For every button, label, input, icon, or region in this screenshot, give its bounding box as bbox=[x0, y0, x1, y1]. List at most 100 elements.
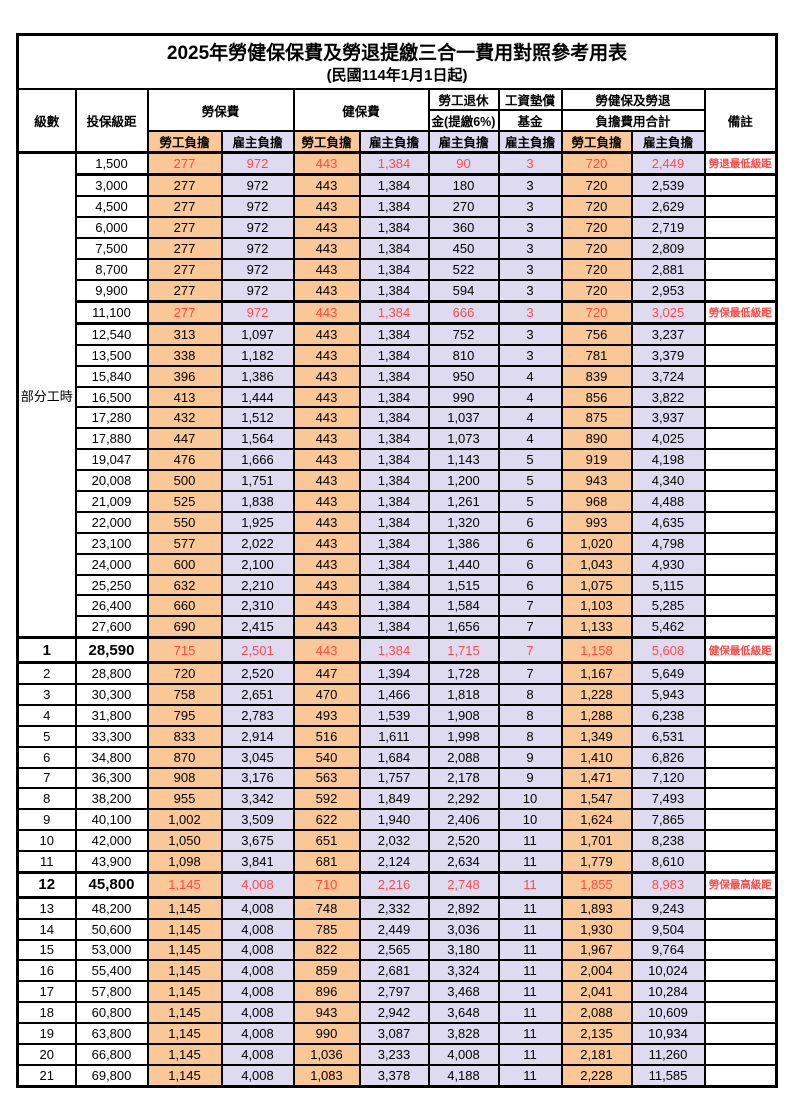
table-row: 13 48,200 1,145 4,008 748 2,332 2,892 11 1,893 9,… bbox=[16, 896, 778, 920]
subheader-total-employee: 勞工負擔 bbox=[560, 130, 633, 154]
value-cell: 443 bbox=[292, 343, 361, 367]
bracket-cell: 20,008 bbox=[74, 469, 149, 493]
value-cell: 413 bbox=[146, 385, 223, 409]
level-cell: 10 bbox=[16, 829, 77, 853]
value-cell: 1,611 bbox=[358, 724, 430, 748]
value-cell: 943 bbox=[560, 469, 633, 493]
value-cell: 2,041 bbox=[560, 980, 633, 1004]
remark-cell bbox=[703, 615, 778, 639]
value-cell: 2,228 bbox=[560, 1063, 633, 1088]
col-header-pension-line2: 金(提繳6%) bbox=[427, 109, 500, 132]
value-cell: 890 bbox=[560, 427, 633, 451]
table-row: 6,000 277 972 443 1,384 360 3 720 2,719 bbox=[18, 216, 778, 239]
remark-cell bbox=[703, 1001, 778, 1025]
col-header-wage-fund-line2: 基金 bbox=[497, 109, 563, 132]
value-cell: 1,998 bbox=[427, 724, 500, 748]
value-cell: 1,908 bbox=[427, 703, 500, 727]
table-row: 11,100 277 972 443 1,384 666 3 720 3,025 勞保最低級距 bbox=[18, 299, 778, 325]
value-cell: 1,547 bbox=[560, 787, 633, 811]
value-cell: 870 bbox=[146, 745, 223, 769]
level-cell: 8 bbox=[16, 787, 77, 811]
value-cell: 3,342 bbox=[220, 787, 295, 811]
bracket-cell: 13,500 bbox=[74, 343, 149, 367]
value-cell: 443 bbox=[292, 594, 361, 618]
value-cell: 550 bbox=[146, 510, 223, 534]
value-cell: 450 bbox=[427, 236, 500, 260]
value-cell: 443 bbox=[292, 469, 361, 493]
level-cell: 4 bbox=[16, 703, 77, 727]
bracket-cell: 11,100 bbox=[74, 299, 149, 325]
value-cell: 277 bbox=[146, 257, 223, 281]
value-cell: 3 bbox=[497, 236, 563, 260]
value-cell: 3,087 bbox=[358, 1022, 430, 1045]
value-cell: 833 bbox=[146, 724, 223, 748]
level-cell: 9 bbox=[16, 808, 77, 832]
value-cell: 2,629 bbox=[630, 195, 706, 218]
value-cell: 756 bbox=[560, 322, 633, 346]
value-cell: 710 bbox=[292, 871, 361, 899]
value-cell: 3 bbox=[497, 343, 563, 367]
value-cell: 2,748 bbox=[427, 871, 500, 899]
bracket-cell: 55,400 bbox=[74, 959, 149, 983]
value-cell: 1,757 bbox=[358, 766, 430, 790]
bracket-cell: 9,900 bbox=[74, 278, 149, 303]
table-row: 8,700 277 972 443 1,384 522 3 720 2,881 bbox=[18, 257, 778, 281]
level-cell: 7 bbox=[16, 766, 77, 790]
table-row: 16 55,400 1,145 4,008 859 2,681 3,324 11 2,004 10… bbox=[16, 959, 778, 983]
remark-cell bbox=[703, 1022, 778, 1045]
value-cell: 1,384 bbox=[358, 594, 430, 618]
value-cell: 2,942 bbox=[358, 1001, 430, 1025]
value-cell: 785 bbox=[292, 917, 361, 941]
value-cell: 270 bbox=[427, 195, 500, 218]
value-cell: 720 bbox=[560, 173, 633, 198]
value-cell: 1,728 bbox=[427, 661, 500, 685]
value-cell: 7,865 bbox=[630, 808, 706, 832]
value-cell: 5 bbox=[497, 469, 563, 493]
value-cell: 1,145 bbox=[146, 980, 223, 1004]
value-cell: 2,004 bbox=[560, 959, 633, 983]
value-cell: 968 bbox=[560, 490, 633, 513]
remark-cell bbox=[703, 980, 778, 1004]
value-cell: 720 bbox=[560, 150, 633, 177]
value-cell: 4,198 bbox=[630, 448, 706, 472]
value-cell: 3 bbox=[497, 278, 563, 303]
value-cell: 516 bbox=[292, 724, 361, 748]
value-cell: 3,324 bbox=[427, 959, 500, 983]
value-cell: 8 bbox=[497, 682, 563, 706]
value-cell: 4,008 bbox=[220, 959, 295, 983]
value-cell: 4,025 bbox=[630, 427, 706, 451]
value-cell: 1,384 bbox=[358, 278, 430, 303]
bracket-cell: 3,000 bbox=[74, 173, 149, 198]
value-cell: 972 bbox=[220, 299, 295, 325]
value-cell: 3,937 bbox=[630, 406, 706, 430]
value-cell: 1,751 bbox=[220, 469, 295, 493]
value-cell: 1,103 bbox=[560, 594, 633, 618]
value-cell: 476 bbox=[146, 448, 223, 472]
value-cell: 4 bbox=[497, 385, 563, 409]
value-cell: 720 bbox=[560, 299, 633, 325]
value-cell: 1,684 bbox=[358, 745, 430, 769]
bracket-cell: 36,300 bbox=[74, 766, 149, 790]
value-cell: 1,133 bbox=[560, 615, 633, 639]
value-cell: 1,002 bbox=[146, 808, 223, 832]
value-cell: 720 bbox=[560, 195, 633, 218]
remark-cell bbox=[703, 1063, 778, 1088]
col-header-remark: 備註 bbox=[703, 88, 778, 154]
remark-cell: 勞保最低級距 bbox=[703, 299, 778, 325]
value-cell: 9,504 bbox=[630, 917, 706, 941]
level-cell: 6 bbox=[16, 745, 77, 769]
value-cell: 470 bbox=[292, 682, 361, 706]
value-cell: 950 bbox=[427, 364, 500, 388]
table-row: 25,250 632 2,210 443 1,384 1,515 6 1,075 5,115 bbox=[18, 573, 778, 597]
remark-cell bbox=[703, 703, 778, 727]
bracket-cell: 28,800 bbox=[74, 661, 149, 685]
bracket-cell: 38,200 bbox=[74, 787, 149, 811]
table-row: 12 45,800 1,145 4,008 710 2,216 2,748 11 1,855 8,… bbox=[16, 871, 778, 899]
value-cell: 3,233 bbox=[358, 1042, 430, 1066]
value-cell: 3,025 bbox=[630, 299, 706, 325]
table-row: 17,880 447 1,564 443 1,384 1,073 4 890 4,025 bbox=[18, 427, 778, 451]
value-cell: 11,585 bbox=[630, 1063, 706, 1088]
table-body: 部分工時 1,500 277 972 443 1,384 90 3 720 2,449 勞退最低級距… bbox=[16, 150, 778, 1088]
bracket-cell: 8,700 bbox=[74, 257, 149, 281]
table-row: 7 36,300 908 3,176 563 1,757 2,178 9 1,471 7,120 bbox=[16, 766, 778, 790]
